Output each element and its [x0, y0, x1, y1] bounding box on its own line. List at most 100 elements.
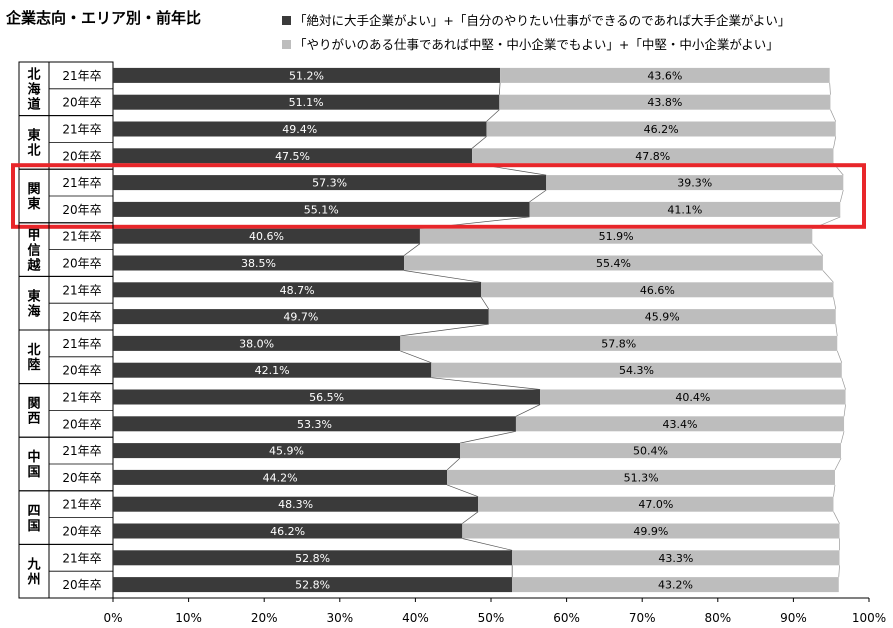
- series-connector: [839, 190, 844, 202]
- year-label: 21年卒: [62, 551, 101, 565]
- bar-large: [113, 416, 516, 432]
- bar-large: [113, 496, 479, 512]
- series-connector: [462, 511, 479, 524]
- category-label: 四国: [27, 504, 40, 534]
- data-label-large: 51.1%: [289, 96, 324, 109]
- series-connector: [829, 82, 831, 95]
- legend-swatch-large: [282, 16, 291, 25]
- series-connector: [498, 82, 501, 95]
- category-label: 甲信越: [26, 228, 41, 273]
- bar-small: [500, 67, 830, 83]
- data-label-large: 51.2%: [289, 69, 324, 82]
- data-label-small: 40.4%: [675, 391, 710, 404]
- x-tick-label: 20%: [251, 611, 278, 625]
- bar-small: [488, 309, 836, 325]
- data-label-large: 56.5%: [309, 391, 344, 404]
- series-connector: [833, 297, 837, 310]
- data-label-large: 48.7%: [280, 284, 315, 297]
- series-connector: [447, 484, 479, 498]
- bar-small: [472, 148, 834, 164]
- series-connector: [833, 484, 836, 497]
- bar-small: [515, 416, 845, 432]
- category-label: 北海道: [27, 67, 40, 112]
- series-connector: [836, 350, 843, 363]
- bar-large: [113, 362, 432, 378]
- data-label-large: 38.5%: [241, 257, 276, 270]
- bar-large: [113, 335, 401, 351]
- data-label-large: 55.1%: [304, 203, 339, 216]
- bar-small: [499, 94, 831, 110]
- bar-large: [113, 148, 473, 164]
- chart-title: 企業志向・エリア別・前年比: [6, 9, 202, 27]
- x-tick-label: 50%: [478, 611, 505, 625]
- data-label-large: 40.6%: [249, 230, 284, 243]
- category-label: 中国: [27, 449, 40, 480]
- data-label-large: 48.3%: [278, 498, 313, 511]
- year-label: 21年卒: [62, 176, 101, 190]
- data-label-large: 49.4%: [282, 123, 317, 136]
- bar-large: [113, 175, 547, 191]
- bar-small: [529, 201, 841, 217]
- series-connector: [515, 404, 541, 417]
- x-tick-label: 30%: [326, 611, 353, 625]
- legend-label-small: 「やりがいのある仕事であれば中堅・中小企業でもよい」+「中堅・中小企業がよい」: [294, 37, 779, 52]
- year-label: 20年卒: [62, 310, 101, 324]
- series-connector: [459, 430, 517, 444]
- bar-small: [431, 362, 842, 378]
- series-connector: [822, 270, 834, 283]
- data-label-small: 39.3%: [677, 177, 712, 190]
- bar-large: [113, 121, 487, 137]
- data-label-small: 55.4%: [596, 257, 631, 270]
- bar-small: [419, 228, 813, 244]
- year-label: 21年卒: [62, 230, 101, 244]
- year-label: 21年卒: [62, 123, 101, 137]
- bar-small: [540, 389, 846, 405]
- x-tick-label: 0%: [103, 611, 122, 625]
- year-label: 21年卒: [62, 498, 101, 512]
- year-label: 21年卒: [62, 444, 101, 458]
- series-connector: [838, 565, 840, 578]
- data-label-large: 44.2%: [263, 471, 298, 484]
- series-connector: [404, 270, 482, 283]
- bar-large: [113, 309, 489, 325]
- bar-small: [404, 255, 823, 271]
- bar-large: [113, 523, 463, 539]
- bar-small: [478, 496, 834, 512]
- data-label-small: 51.9%: [599, 230, 634, 243]
- x-tick-label: 10%: [175, 611, 202, 625]
- year-label: 20年卒: [62, 149, 101, 163]
- series-connector: [446, 457, 461, 471]
- series-connector: [834, 457, 842, 471]
- year-label: 20年卒: [62, 203, 101, 217]
- data-label-large: 52.8%: [295, 579, 330, 592]
- bar-large: [113, 389, 541, 405]
- bar-large: [113, 201, 530, 217]
- data-label-large: 45.9%: [269, 445, 304, 458]
- year-label: 21年卒: [62, 69, 101, 83]
- data-label-small: 45.9%: [645, 311, 680, 324]
- data-label-large: 46.2%: [270, 525, 305, 538]
- year-label: 21年卒: [62, 391, 101, 405]
- bar-small: [447, 469, 835, 485]
- bar-small: [546, 175, 844, 191]
- data-label-small: 47.0%: [638, 498, 673, 511]
- x-tick-label: 70%: [629, 611, 656, 625]
- bar-large: [113, 282, 482, 298]
- series-connector: [841, 377, 846, 390]
- series-connector: [400, 323, 489, 337]
- year-label: 20年卒: [62, 257, 101, 271]
- series-connector: [840, 431, 845, 444]
- series-connector: [830, 109, 837, 122]
- data-label-large: 42.1%: [255, 364, 290, 377]
- x-tick-label: 40%: [402, 611, 429, 625]
- bar-small: [462, 523, 840, 539]
- year-label: 20年卒: [62, 578, 101, 592]
- bar-large: [113, 469, 448, 485]
- bar-large: [113, 443, 461, 459]
- category-label: 東北: [27, 128, 40, 159]
- category-label: 北陸: [27, 343, 40, 373]
- data-label-small: 57.8%: [601, 337, 636, 350]
- data-label-small: 50.4%: [633, 445, 668, 458]
- x-tick-label: 60%: [553, 611, 580, 625]
- series-connector: [833, 136, 837, 149]
